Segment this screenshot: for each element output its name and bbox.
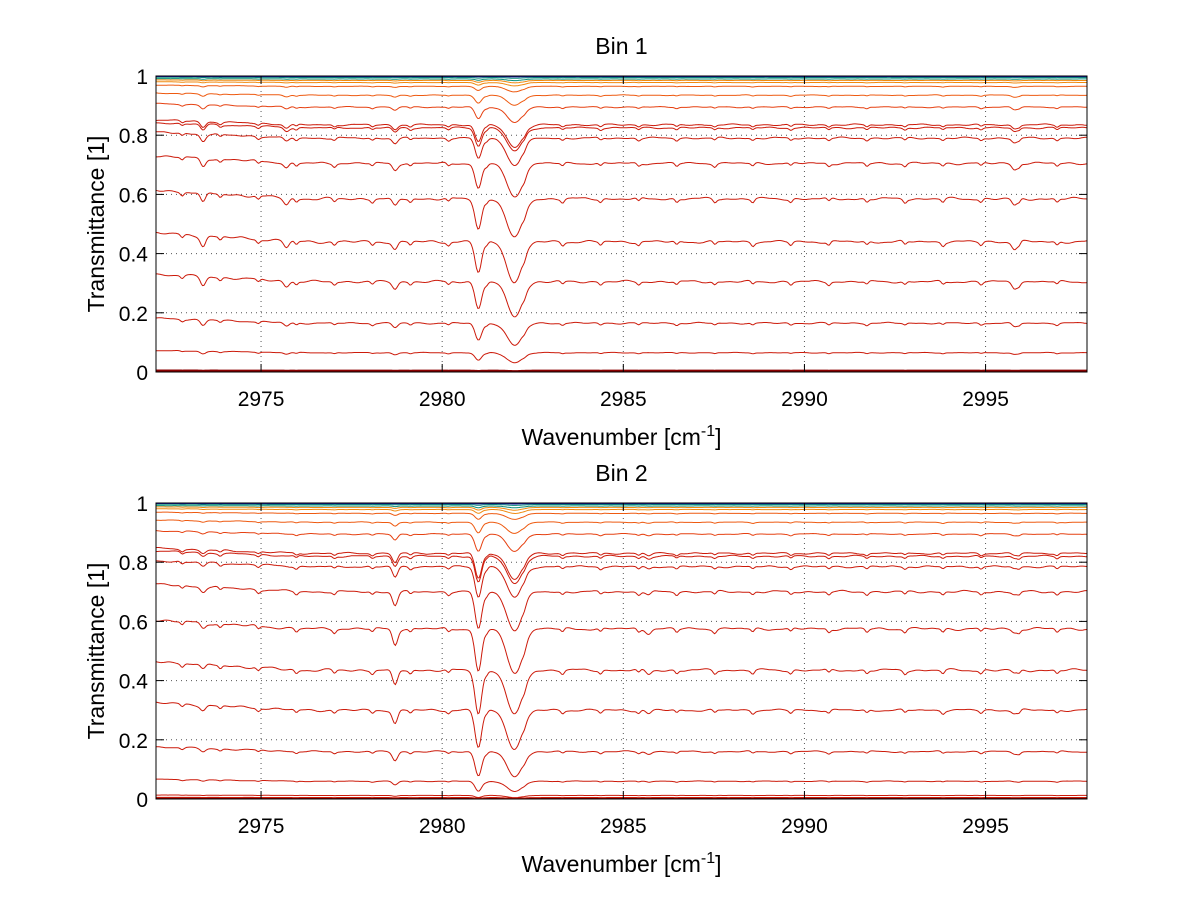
series-line bbox=[156, 317, 1087, 346]
series-line bbox=[156, 701, 1087, 751]
series-line bbox=[156, 530, 1087, 552]
series-line bbox=[156, 560, 1087, 598]
series-group bbox=[156, 503, 1087, 799]
y-axis-label: Transmittance [1] bbox=[83, 563, 109, 740]
series-line bbox=[156, 189, 1087, 238]
chart-2: 2975 2980 2985 2990 2995 0 0.2 0.4 0.6 0.8 1 Bin 2 W… bbox=[83, 460, 1088, 877]
x-tick-label: 2975 bbox=[238, 388, 285, 411]
y-tick-label: 0.6 bbox=[119, 184, 148, 207]
x-axis-label-suffix: ] bbox=[715, 424, 721, 450]
y-axis-label: Transmittance [1] bbox=[83, 136, 109, 313]
y-tick-label: 0.2 bbox=[119, 303, 148, 326]
series-line bbox=[156, 746, 1087, 778]
series-line bbox=[156, 506, 1087, 511]
x-tick-label: 2985 bbox=[600, 388, 647, 411]
series-line bbox=[156, 92, 1087, 106]
series-line bbox=[156, 155, 1087, 198]
y-tick-label: 0.8 bbox=[119, 552, 148, 575]
y-tick-label: 0.8 bbox=[119, 125, 148, 148]
y-tick-label: 1 bbox=[136, 493, 148, 516]
chart-1: 2975 2980 2985 2990 2995 0 0.2 0.4 0.6 0.8 1 Bin 1 W… bbox=[83, 33, 1088, 450]
series-line bbox=[156, 550, 1087, 585]
series-line bbox=[156, 81, 1087, 87]
y-tick-label: 0.4 bbox=[119, 671, 149, 694]
series-line bbox=[156, 119, 1087, 149]
series-line bbox=[156, 231, 1087, 284]
series-line bbox=[156, 369, 1087, 372]
y-tick-label: 0.2 bbox=[119, 730, 148, 753]
y-tick-label: 0 bbox=[136, 789, 148, 812]
x-tick-label: 2980 bbox=[419, 388, 466, 411]
y-tick-label: 1 bbox=[136, 66, 148, 89]
series-line bbox=[156, 78, 1087, 82]
x-tick-label: 2995 bbox=[962, 388, 1009, 411]
x-axis-label-superscript: -1 bbox=[701, 423, 715, 440]
series-line bbox=[156, 796, 1087, 799]
series-line bbox=[156, 79, 1087, 84]
axes-box bbox=[155, 502, 1088, 800]
x-tick-label: 2990 bbox=[781, 815, 828, 838]
chart-title: Bin 2 bbox=[595, 460, 647, 486]
x-axis-label-suffix: ] bbox=[715, 851, 721, 877]
x-axis-label: Wavenumber [cm-1] bbox=[522, 850, 722, 877]
x-tick-label: 2990 bbox=[781, 388, 828, 411]
x-tick-label: 2995 bbox=[962, 815, 1009, 838]
x-tick-label: 2980 bbox=[419, 815, 466, 838]
chart-title: Bin 1 bbox=[595, 33, 647, 59]
y-tick-label: 0 bbox=[136, 362, 148, 385]
y-tick-label: 0.4 bbox=[119, 244, 149, 267]
x-tick-label: 2975 bbox=[238, 815, 285, 838]
series-line bbox=[156, 511, 1087, 520]
x-axis-label-superscript: -1 bbox=[701, 850, 715, 867]
series-line bbox=[156, 778, 1087, 793]
series-line bbox=[156, 102, 1087, 124]
series-line bbox=[156, 794, 1087, 799]
series-line bbox=[156, 273, 1087, 318]
series-line bbox=[156, 503, 1087, 505]
series-line bbox=[156, 661, 1087, 715]
series-group bbox=[156, 75, 1087, 372]
series-line bbox=[156, 503, 1087, 506]
x-axis-label: Wavenumber [cm-1] bbox=[522, 423, 722, 450]
x-axis-label-main: Wavenumber [cm bbox=[522, 424, 701, 450]
axes-box bbox=[155, 75, 1088, 373]
series-line bbox=[156, 547, 1087, 580]
series-line bbox=[156, 619, 1087, 675]
series-line bbox=[156, 122, 1087, 152]
series-line bbox=[156, 131, 1087, 167]
x-tick-label: 2985 bbox=[600, 815, 647, 838]
x-axis-label-main: Wavenumber [cm bbox=[522, 851, 701, 877]
series-line bbox=[156, 519, 1087, 534]
series-line bbox=[156, 76, 1087, 79]
series-line bbox=[156, 84, 1087, 93]
series-line bbox=[156, 508, 1087, 515]
series-line bbox=[156, 583, 1087, 632]
y-tick-label: 0.6 bbox=[119, 611, 148, 634]
series-line bbox=[156, 505, 1087, 509]
series-line bbox=[156, 350, 1087, 364]
